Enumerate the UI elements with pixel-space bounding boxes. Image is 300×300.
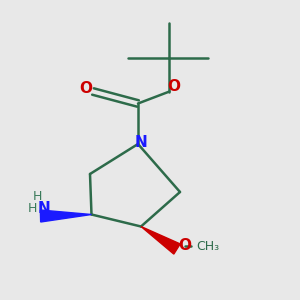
Text: O: O [79, 81, 92, 96]
Text: O: O [167, 79, 181, 94]
Text: CH₃: CH₃ [196, 239, 220, 253]
Text: H: H [28, 202, 38, 215]
Text: N: N [38, 201, 50, 216]
Text: N: N [135, 135, 147, 150]
Text: H: H [33, 190, 42, 203]
Polygon shape [141, 226, 180, 254]
Text: O: O [178, 238, 191, 253]
Polygon shape [40, 210, 92, 222]
